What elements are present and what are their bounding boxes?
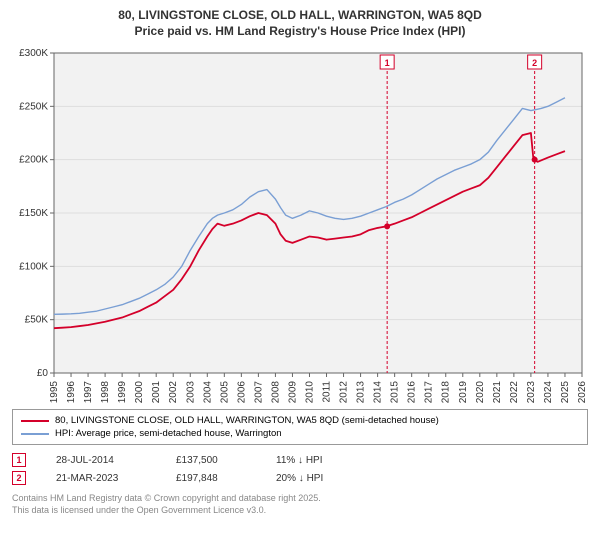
svg-text:2013: 2013 xyxy=(356,381,367,403)
title-line2: Price paid vs. HM Land Registry's House … xyxy=(12,24,588,40)
svg-text:2011: 2011 xyxy=(322,381,333,403)
svg-text:£150K: £150K xyxy=(19,208,48,219)
svg-text:2025: 2025 xyxy=(560,381,571,403)
chart-area: £0 £50K £100K £150K £200K £250K £300K 1995 1996 1… xyxy=(12,43,588,403)
marker-row: 1 28-JUL-2014 £137,500 11% ↓ HPI xyxy=(12,451,588,469)
marker-price: £137,500 xyxy=(176,455,246,466)
footer-line1: Contains HM Land Registry data © Crown c… xyxy=(12,493,588,505)
svg-text:2007: 2007 xyxy=(253,381,264,403)
chart-title: 80, LIVINGSTONE CLOSE, OLD HALL, WARRING… xyxy=(12,8,588,39)
svg-text:2023: 2023 xyxy=(526,381,537,403)
marker-row: 2 21-MAR-2023 £197,848 20% ↓ HPI xyxy=(12,469,588,487)
marker-table: 1 28-JUL-2014 £137,500 11% ↓ HPI 2 21-MAR-202… xyxy=(12,451,588,487)
marker-delta: 20% ↓ HPI xyxy=(276,473,323,484)
svg-text:£300K: £300K xyxy=(19,48,48,59)
svg-text:2021: 2021 xyxy=(492,381,503,403)
marker-delta: 11% ↓ HPI xyxy=(276,455,323,466)
marker-price: £197,848 xyxy=(176,473,246,484)
svg-text:2015: 2015 xyxy=(390,381,401,403)
svg-text:2005: 2005 xyxy=(219,381,230,403)
legend-swatch xyxy=(21,420,49,422)
svg-text:2: 2 xyxy=(532,58,537,68)
svg-text:£0: £0 xyxy=(37,368,49,379)
legend-item: HPI: Average price, semi-detached house,… xyxy=(21,427,579,440)
svg-text:1995: 1995 xyxy=(49,381,60,403)
svg-text:£50K: £50K xyxy=(25,315,49,326)
svg-text:2019: 2019 xyxy=(458,381,469,403)
svg-text:2026: 2026 xyxy=(577,381,588,403)
svg-text:2008: 2008 xyxy=(270,381,281,403)
legend: 80, LIVINGSTONE CLOSE, OLD HALL, WARRING… xyxy=(12,409,588,445)
svg-text:1999: 1999 xyxy=(117,381,128,403)
svg-text:2022: 2022 xyxy=(509,381,520,403)
svg-text:2009: 2009 xyxy=(287,381,298,403)
legend-swatch xyxy=(21,433,49,435)
svg-text:2003: 2003 xyxy=(185,381,196,403)
title-line1: 80, LIVINGSTONE CLOSE, OLD HALL, WARRING… xyxy=(12,8,588,24)
svg-text:£250K: £250K xyxy=(19,102,48,113)
legend-item: 80, LIVINGSTONE CLOSE, OLD HALL, WARRING… xyxy=(21,414,579,427)
svg-text:2012: 2012 xyxy=(339,381,350,403)
footer-line2: This data is licensed under the Open Gov… xyxy=(12,505,588,517)
marker-date: 21-MAR-2023 xyxy=(56,473,146,484)
svg-text:2002: 2002 xyxy=(168,381,179,403)
marker-id-box: 2 xyxy=(12,471,26,485)
svg-text:2004: 2004 xyxy=(202,381,213,403)
svg-text:1997: 1997 xyxy=(83,381,94,403)
svg-text:2016: 2016 xyxy=(407,381,418,403)
svg-text:2018: 2018 xyxy=(441,381,452,403)
svg-text:2020: 2020 xyxy=(475,381,486,403)
marker-date: 28-JUL-2014 xyxy=(56,455,146,466)
marker-id-box: 1 xyxy=(12,453,26,467)
svg-text:£100K: £100K xyxy=(19,262,48,273)
svg-text:1: 1 xyxy=(385,58,390,68)
svg-text:2010: 2010 xyxy=(304,381,315,403)
svg-text:2001: 2001 xyxy=(151,381,162,403)
svg-text:£200K: £200K xyxy=(19,155,48,166)
svg-text:2006: 2006 xyxy=(236,381,247,403)
svg-text:2017: 2017 xyxy=(424,381,435,403)
svg-text:2000: 2000 xyxy=(134,381,145,403)
footer: Contains HM Land Registry data © Crown c… xyxy=(12,493,588,516)
svg-text:1996: 1996 xyxy=(66,381,77,403)
legend-label: 80, LIVINGSTONE CLOSE, OLD HALL, WARRING… xyxy=(55,415,439,426)
line-chart: £0 £50K £100K £150K £200K £250K £300K 1995 1996 1… xyxy=(12,43,588,403)
svg-text:1998: 1998 xyxy=(100,381,111,403)
svg-text:2014: 2014 xyxy=(373,381,384,403)
legend-label: HPI: Average price, semi-detached house,… xyxy=(55,428,282,439)
svg-text:2024: 2024 xyxy=(543,381,554,403)
